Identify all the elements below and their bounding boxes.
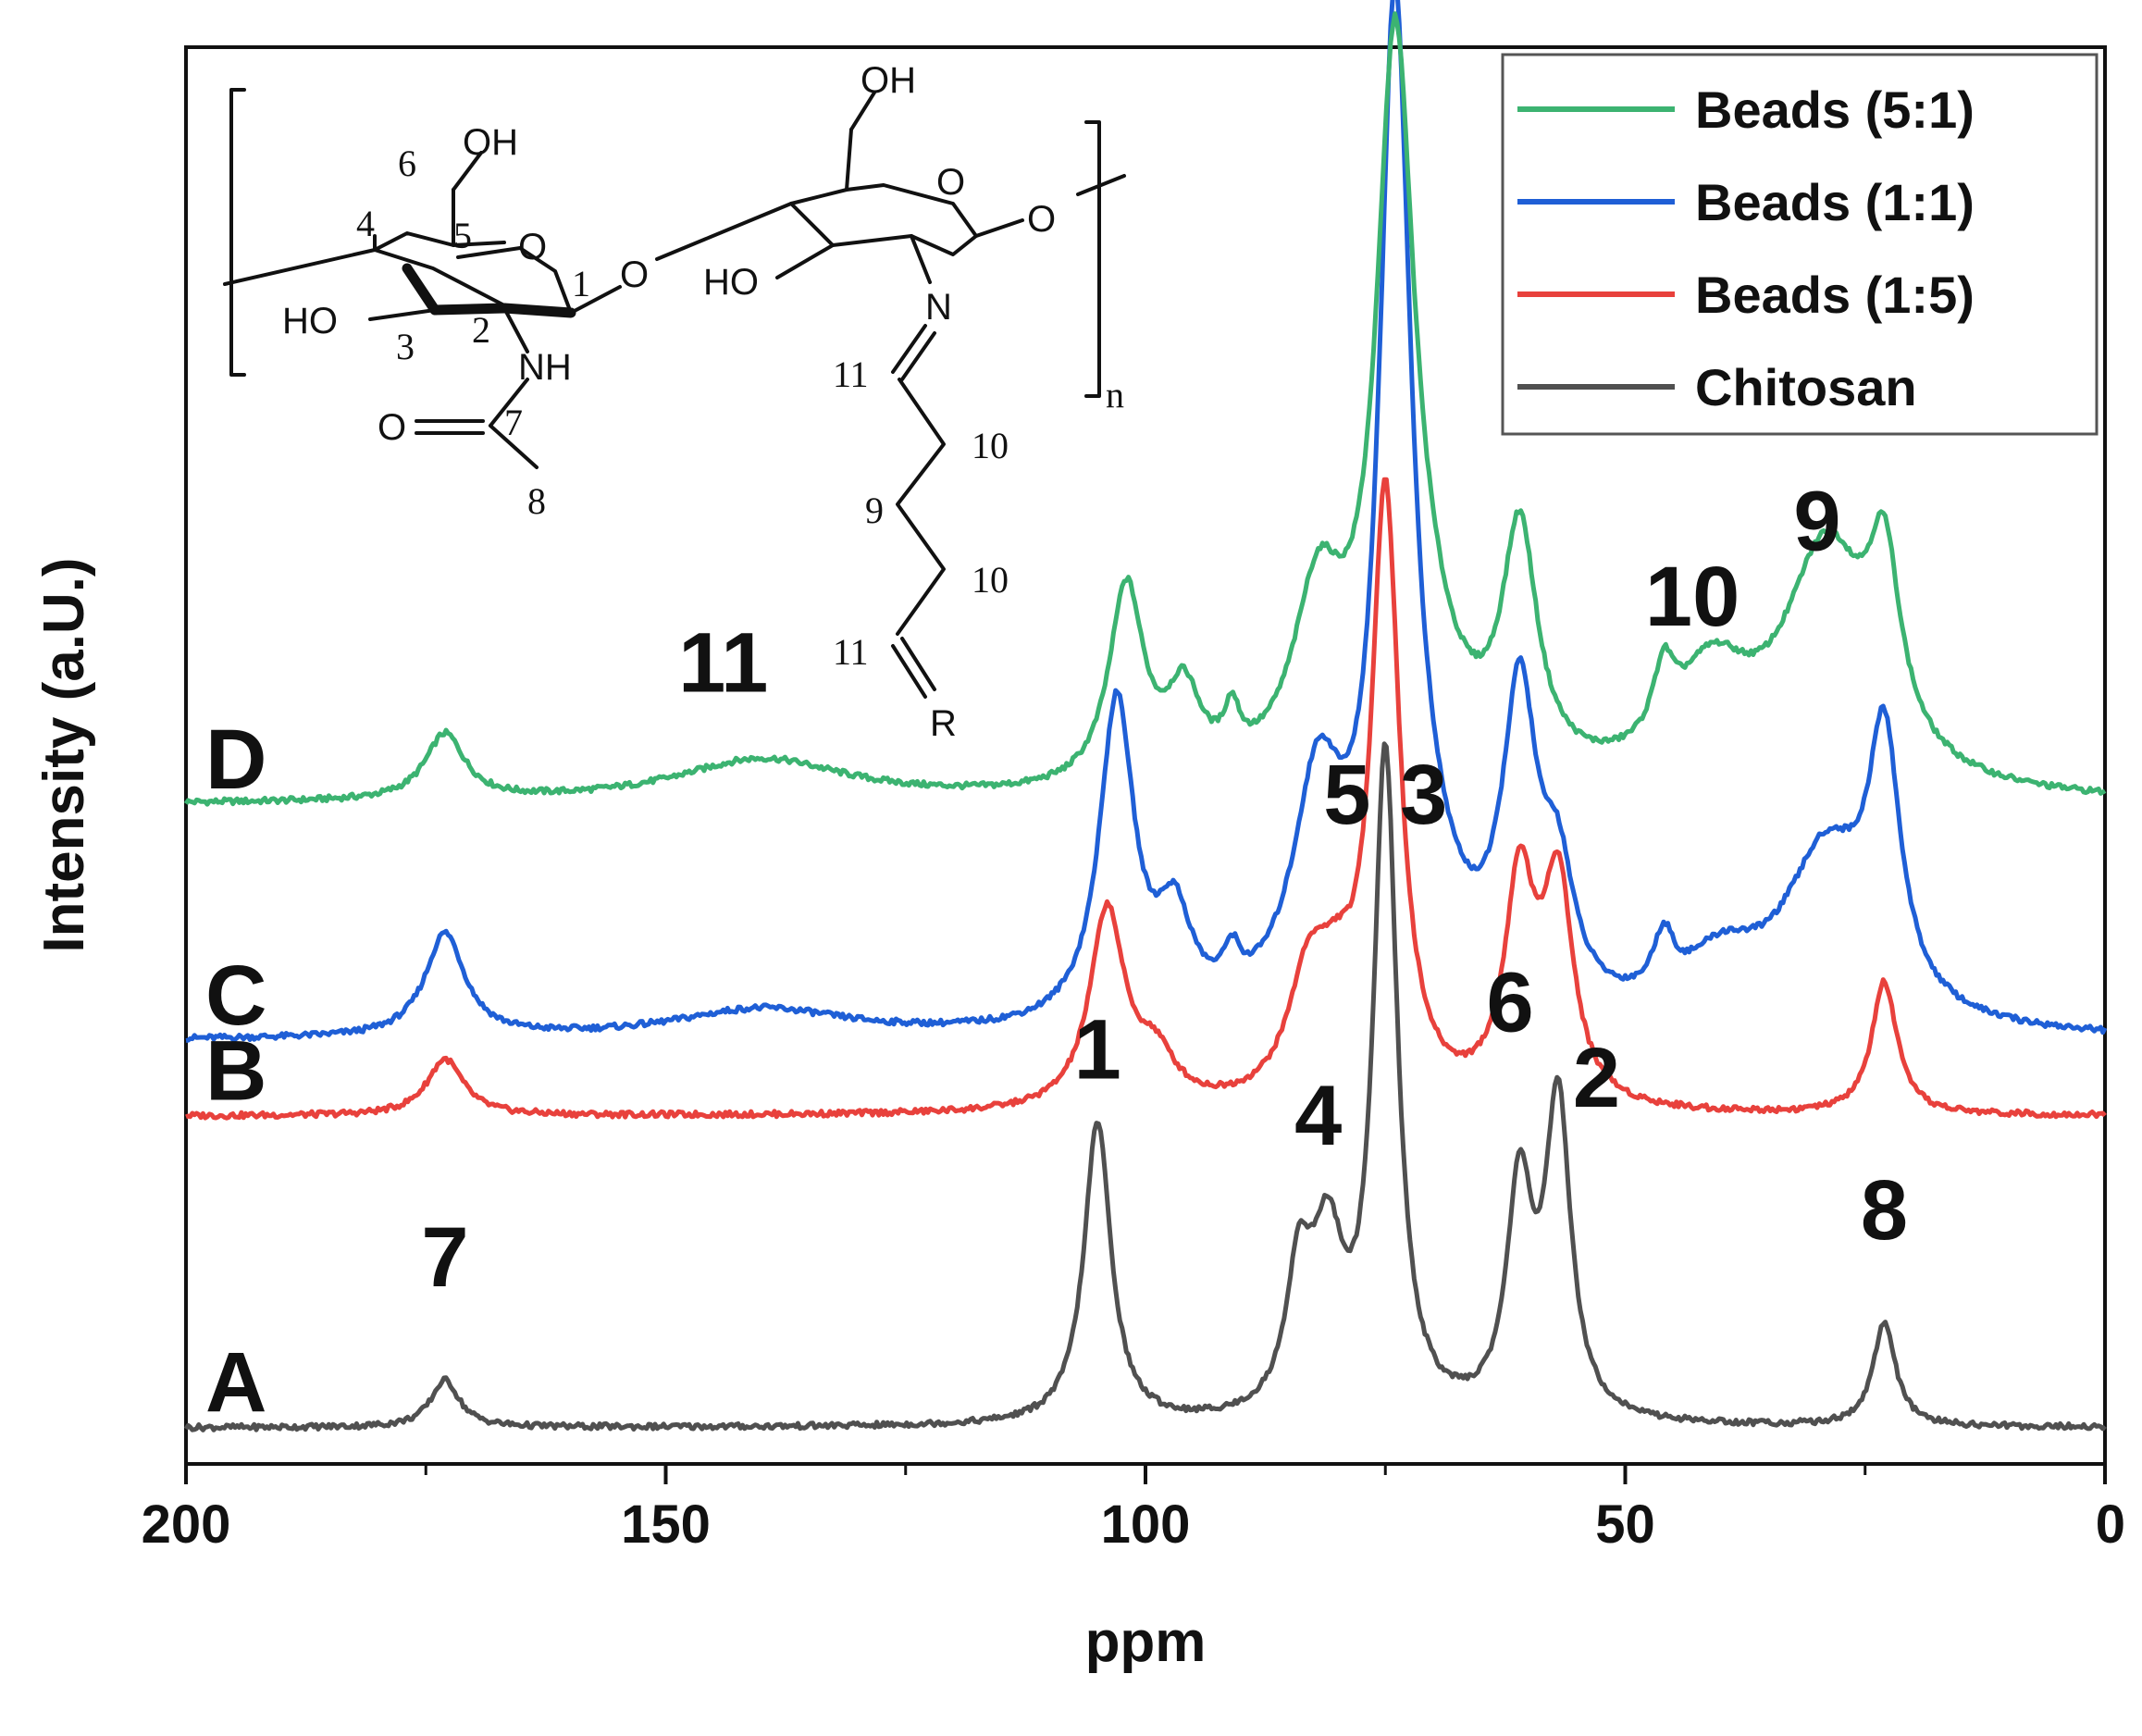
label-c1: 1 <box>572 263 590 304</box>
atom-oh-left: OH <box>463 122 518 163</box>
x-tick-label: 0 <box>2096 1494 2125 1555</box>
link-right <box>655 202 793 261</box>
c1-glyco <box>569 285 622 315</box>
label-c7: 7 <box>504 402 523 443</box>
peak-annotation: 2 <box>1573 1031 1620 1125</box>
trace-labels: A BC D <box>205 713 266 1430</box>
x-tick-label: 150 <box>621 1494 711 1555</box>
x-axis-title: ppm <box>1085 1610 1207 1674</box>
x-tick-label: 200 <box>142 1494 231 1555</box>
imine-2 <box>891 324 927 374</box>
right-o-chain <box>1076 174 1126 196</box>
label-c4: 4 <box>356 203 375 244</box>
imine-1 <box>900 331 936 381</box>
peak-annotation: 11 <box>678 615 768 710</box>
alkyl-chain <box>896 378 946 636</box>
c6-oh <box>452 151 483 192</box>
series-line-chitosan <box>183 741 2107 1432</box>
legend-label: Beads (5:1) <box>1695 81 1975 139</box>
atom-o-ring-left: O <box>518 227 547 267</box>
x-axis: 200 150 100 50 0 <box>142 1464 2125 1555</box>
peak-annotation: 10 <box>1645 550 1740 644</box>
peak-annotation: 4 <box>1294 1069 1342 1163</box>
atom-ho-left: HO <box>282 301 338 341</box>
right-c1-o <box>974 218 1024 238</box>
left-ring-bold-2 <box>429 303 510 316</box>
c3-ho <box>368 308 437 321</box>
right-c6-oh <box>849 91 876 131</box>
series-line-beads-1-1- <box>185 0 2108 1043</box>
atom-oh-right: OH <box>861 60 916 101</box>
atom-ho-mid: HO <box>703 262 759 303</box>
imine-3 <box>900 637 936 691</box>
right-c3-ho <box>775 243 835 279</box>
right-c6 <box>845 128 853 192</box>
label-c3: 3 <box>396 326 415 367</box>
legend-label: Beads (1:1) <box>1695 173 1975 231</box>
left-ring-bold-1 <box>402 263 440 316</box>
label-c11b: 11 <box>833 631 869 673</box>
c7-c8 <box>489 424 539 469</box>
chain-left <box>223 248 377 286</box>
label-c10a: 10 <box>972 425 1009 466</box>
peak-annotation: 3 <box>1400 748 1447 842</box>
peak-annotation: 7 <box>421 1210 468 1305</box>
atom-nh: NH <box>518 347 572 388</box>
atom-r: R <box>930 703 957 744</box>
peak-annotation: 9 <box>1793 474 1840 568</box>
label-c9: 9 <box>865 490 884 531</box>
imine-4 <box>891 644 927 699</box>
right-bracket <box>1084 120 1101 398</box>
trace-label-d: D <box>205 713 266 807</box>
legend-label: Chitosan <box>1695 358 1917 416</box>
x-tick-label: 50 <box>1595 1494 1655 1555</box>
legend-label: Beads (1:5) <box>1695 266 1975 324</box>
bracket-subscript-n: n <box>1106 374 1124 415</box>
label-c10b: 10 <box>972 559 1009 601</box>
nh-c7 <box>489 378 529 428</box>
atom-n: N <box>925 287 952 328</box>
label-c5: 5 <box>453 215 472 256</box>
atom-o-end: O <box>1027 199 1056 240</box>
y-axis-title: Intensity (a.U.) <box>32 557 96 952</box>
label-c6: 6 <box>398 143 416 184</box>
series-line-beads-1-5- <box>185 477 2107 1121</box>
c2-nh <box>502 306 529 353</box>
chemical-structure: OH OH O O HO NH O HO O O N R n 1 2 3 4 5… <box>223 60 1126 744</box>
legend: Beads (5:1) Beads (1:1) Beads (1:5) Chitosa… <box>1501 53 2099 436</box>
trace-label-a: A <box>205 1335 266 1430</box>
series-layer <box>183 0 2108 1432</box>
peak-annotation: 6 <box>1487 956 1534 1050</box>
legend-box <box>1501 53 2099 436</box>
peak-annotations: 7 1 4 5 3 62 8 11 10 9 <box>421 474 1908 1305</box>
atom-o-ring-right: O <box>936 162 965 203</box>
trace-label-c: C <box>205 949 266 1043</box>
atom-o-carbonyl: O <box>378 407 406 448</box>
series-line-beads-5-1- <box>183 11 2107 807</box>
atom-o-link: O <box>620 254 649 295</box>
peak-annotation: 5 <box>1323 748 1370 842</box>
peak-annotation: 8 <box>1861 1163 1908 1258</box>
peak-annotation: 1 <box>1074 1003 1121 1097</box>
left-ring-bold-3 <box>499 303 576 318</box>
left-ring-upper <box>373 231 506 252</box>
x-tick-label: 100 <box>1101 1494 1191 1555</box>
left-bracket <box>229 88 246 377</box>
legend-entries: Beads (5:1) Beads (1:1) Beads (1:5) Chitosa… <box>1517 81 1975 416</box>
label-c11a: 11 <box>833 353 869 395</box>
label-c2: 2 <box>472 309 490 351</box>
trace-label-b: B <box>205 1023 266 1118</box>
label-c8: 8 <box>527 480 546 522</box>
right-c2-n <box>910 234 932 284</box>
